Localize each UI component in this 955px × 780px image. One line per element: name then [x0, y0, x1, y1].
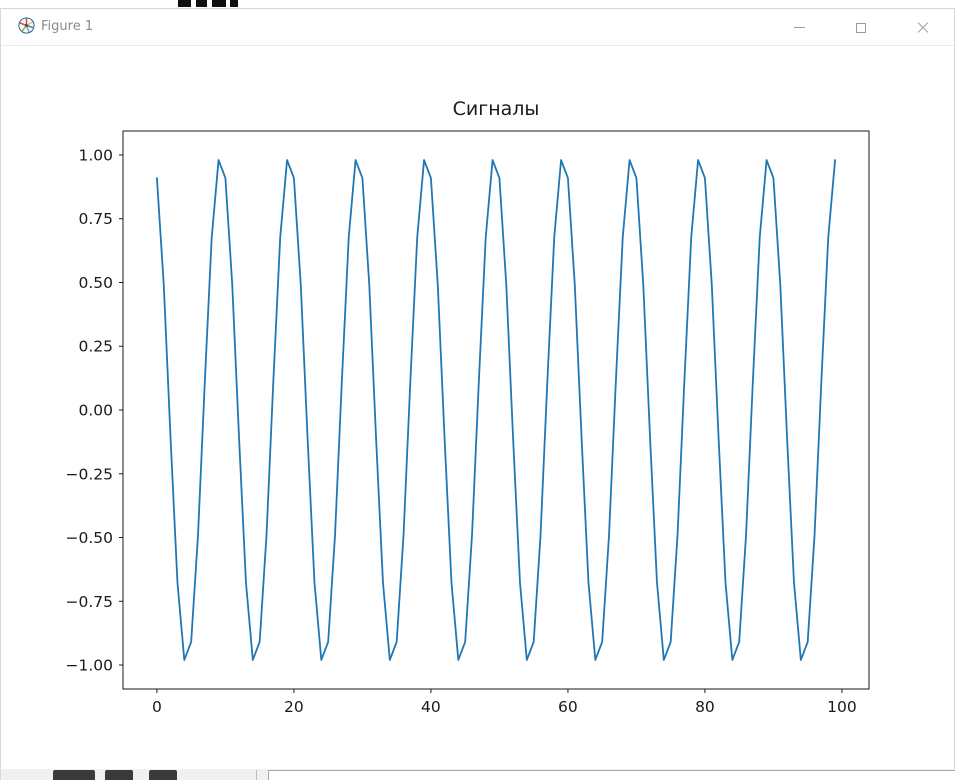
chart-title: Сигналы — [452, 98, 540, 120]
signal-line — [156, 159, 836, 661]
toolbar-pan-icon-fragment[interactable] — [149, 770, 177, 780]
y-tick-label: 1.00 — [78, 146, 113, 164]
clipped-background-text — [230, 0, 238, 7]
toolbar-back-icon-fragment[interactable] — [105, 770, 133, 780]
title-bar[interactable]: Figure 1 — [1, 9, 954, 46]
y-tick-label: −0.75 — [66, 593, 114, 611]
toolbar-separator — [256, 770, 257, 780]
figure-window: Figure 1 0 20 40 60 80 100 1.00 0.75 0.50 0.25 0.0… — [0, 8, 955, 780]
window-title: Figure 1 — [41, 19, 94, 34]
minimize-button[interactable] — [768, 9, 830, 46]
y-tick-label: −0.50 — [66, 529, 114, 547]
clipped-background-text — [178, 0, 191, 7]
x-tick-label: 100 — [827, 698, 857, 716]
toolbar-field-fragment — [268, 770, 955, 780]
chart-svg: 0 20 40 60 80 100 1.00 0.75 0.50 0.25 0.00 −0.25 −0.… — [66, 130, 870, 716]
figure-canvas: 0 20 40 60 80 100 1.00 0.75 0.50 0.25 0.00 −0.25 −0.… — [1, 46, 954, 769]
close-button[interactable] — [892, 9, 954, 46]
y-tick-label: 0.25 — [78, 338, 113, 356]
clipped-background-text — [196, 0, 207, 7]
window-controls — [768, 9, 954, 46]
navigation-toolbar-cropped — [1, 769, 955, 780]
x-tick-label: 40 — [421, 698, 441, 716]
y-tick-label: 0.75 — [78, 210, 113, 228]
matplotlib-icon — [18, 17, 35, 34]
background-window-sliver — [0, 0, 955, 8]
toolbar-home-icon-fragment[interactable] — [53, 770, 95, 780]
close-icon — [917, 22, 929, 34]
clipped-background-text — [212, 0, 226, 7]
maximize-button[interactable] — [830, 9, 892, 46]
y-tick-label: −0.25 — [66, 465, 114, 483]
y-tick-label: −1.00 — [66, 657, 114, 675]
x-tick-label: 60 — [558, 698, 578, 716]
y-tick-label: 0.50 — [78, 274, 113, 292]
axes-frame — [122, 130, 870, 690]
x-tick-label: 20 — [284, 698, 304, 716]
x-tick-label: 80 — [695, 698, 715, 716]
x-tick-label: 0 — [152, 698, 162, 716]
y-tick-label: 0.00 — [78, 402, 113, 420]
minimize-icon — [793, 27, 805, 28]
maximize-icon — [856, 22, 866, 33]
